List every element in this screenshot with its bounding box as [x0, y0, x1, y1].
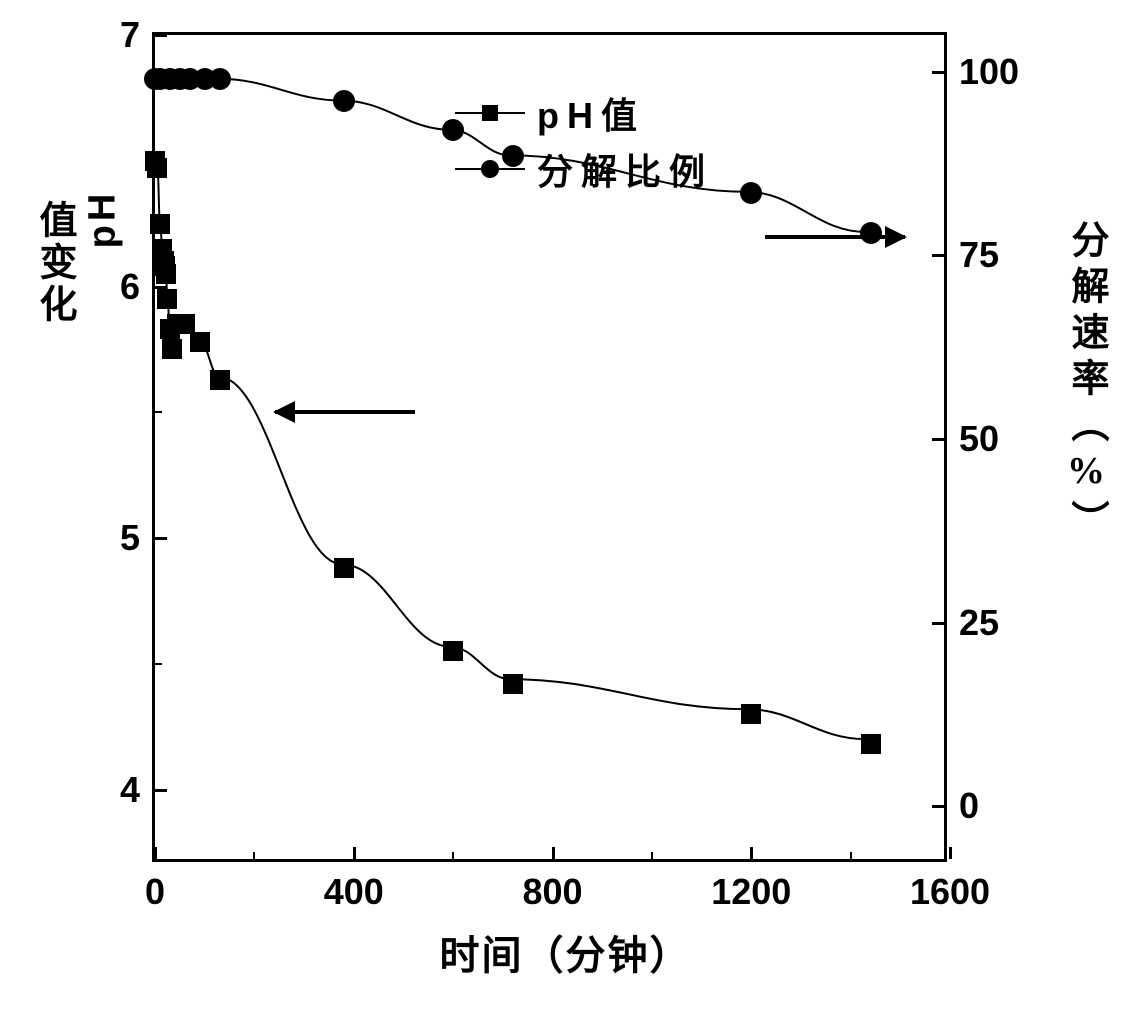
y-left-tick-label: 7 — [120, 14, 140, 56]
ph-point — [503, 674, 523, 694]
y-right-tick — [932, 71, 944, 74]
y-right-tick-label: 0 — [959, 785, 979, 827]
legend: pH值 分解比例 — [455, 85, 713, 197]
ratio-point — [860, 222, 882, 244]
plot-area: 45670255075100040080012001600 pH值 分解比例 — [152, 32, 947, 862]
y-left-minor-tick — [155, 663, 162, 665]
ph-point — [334, 558, 354, 578]
y-right-tick — [932, 438, 944, 441]
x-tick — [154, 847, 157, 859]
ph-point — [150, 214, 170, 234]
y-axis-left-label-cn: 值变化 — [33, 200, 75, 326]
x-tick — [552, 847, 555, 859]
y-right-tick — [932, 622, 944, 625]
x-axis-label: 时间（分钟） — [440, 923, 692, 981]
ph-point — [157, 289, 177, 309]
legend-entry-ratio: 分解比例 — [455, 141, 713, 197]
y-left-minor-tick — [155, 411, 162, 413]
x-minor-tick — [651, 852, 653, 859]
x-tick-label: 1200 — [711, 871, 791, 913]
y-axis-left-label-ph: pH — [83, 190, 121, 249]
y-right-tick-label: 75 — [959, 234, 999, 276]
ph-point — [861, 734, 881, 754]
arrow-left-icon — [275, 410, 415, 414]
ph-point — [741, 704, 761, 724]
x-tick-label: 800 — [522, 871, 582, 913]
ph-point — [190, 332, 210, 352]
legend-label-ratio: 分解比例 — [537, 143, 713, 195]
x-tick — [353, 847, 356, 859]
y-left-tick — [155, 789, 167, 792]
y-right-tick-label: 25 — [959, 602, 999, 644]
x-tick-label: 0 — [145, 871, 165, 913]
ph-point — [210, 370, 230, 390]
y-axis-right-label: 分解速率（%） — [1064, 220, 1106, 546]
x-tick-label: 400 — [324, 871, 384, 913]
x-tick — [949, 847, 952, 859]
legend-line-ph — [455, 112, 525, 114]
square-marker-icon — [482, 105, 498, 121]
ratio-point — [209, 68, 231, 90]
y-right-tick-label: 100 — [959, 51, 1019, 93]
ratio-point — [333, 90, 355, 112]
x-minor-tick — [452, 852, 454, 859]
ph-point — [147, 158, 167, 178]
y-axis-left-label: pH 值变化 — [35, 200, 132, 326]
y-right-tick-label: 50 — [959, 418, 999, 460]
ratio-point — [740, 182, 762, 204]
x-minor-tick — [253, 852, 255, 859]
legend-label-ph: pH值 — [537, 87, 645, 139]
ph-line — [155, 160, 865, 739]
legend-entry-ph: pH值 — [455, 85, 713, 141]
y-right-tick — [932, 254, 944, 257]
circle-marker-icon — [481, 160, 499, 178]
legend-line-ratio — [455, 168, 525, 170]
y-right-tick — [932, 805, 944, 808]
x-tick-label: 1600 — [910, 871, 990, 913]
y-left-tick — [155, 286, 167, 289]
arrow-right-icon — [765, 235, 905, 239]
y-left-tick — [155, 34, 167, 37]
x-tick — [750, 847, 753, 859]
y-left-tick — [155, 537, 167, 540]
ph-point — [162, 339, 182, 359]
ph-point — [156, 264, 176, 284]
chart-container: 45670255075100040080012001600 pH值 分解比例 p… — [0, 0, 1131, 1011]
y-left-tick-label: 4 — [120, 769, 140, 811]
ph-point — [443, 641, 463, 661]
y-left-tick-label: 5 — [120, 517, 140, 559]
x-minor-tick — [850, 852, 852, 859]
